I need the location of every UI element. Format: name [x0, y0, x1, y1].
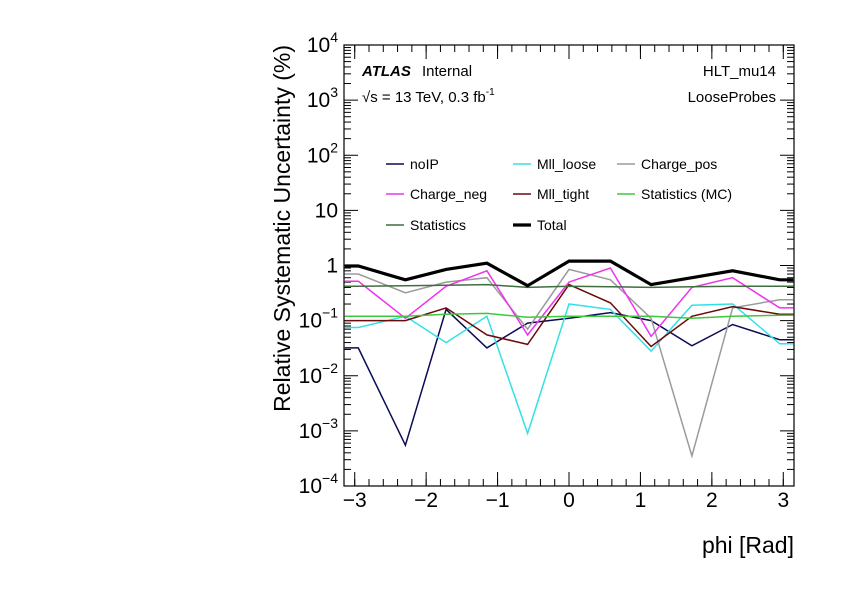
legend-label-noip: noIP: [410, 156, 439, 172]
series-line-mll-tight: [344, 283, 794, 348]
y-tick-label: 10: [315, 199, 338, 222]
legend-label-total: Total: [537, 217, 567, 233]
x-tick-label: 2: [706, 489, 718, 512]
x-tick-label: −3: [343, 489, 367, 512]
x-axis-title: phi [Rad]: [702, 532, 794, 558]
energy-exp: -1: [486, 87, 495, 98]
legend-label-mll-loose: Mll_loose: [537, 156, 596, 172]
y-tick-label: 10−1: [299, 305, 339, 333]
legend-label-charge-pos: Charge_pos: [641, 156, 717, 172]
x-tick-label: 1: [635, 489, 647, 512]
series-line-statistics: [344, 283, 794, 289]
trigger-label: HLT_mu14: [703, 63, 776, 80]
legend-label-charge-neg: Charge_neg: [410, 186, 487, 202]
legend: noIP Mll_loose Charge_pos Charge_neg Mll_tig…: [386, 156, 732, 233]
y-tick-label: 10−4: [299, 470, 339, 498]
y-tick-label: 10−3: [299, 415, 339, 443]
atlas-label: ATLAS: [361, 63, 411, 80]
y-tick-label: 102: [307, 139, 338, 167]
series-line-noip: [344, 308, 794, 448]
x-tick-label: 3: [777, 489, 789, 512]
axis-ticks: 10−4 10−3 10−2 10−1 1 10 102 103 104 −3 −2 −1 0 1 2 3: [299, 29, 794, 512]
series-line-mll-loose: [344, 303, 794, 436]
legend-label-statistics-mc: Statistics (MC): [641, 186, 732, 202]
series-line-charge-pos: [344, 268, 794, 459]
series-line-statistics-mc: [344, 312, 794, 320]
series-lines: [344, 259, 794, 459]
series-line-charge-neg: [344, 267, 794, 338]
x-tick-label: 0: [563, 489, 575, 512]
legend-label-mll-tight: Mll_tight: [537, 186, 589, 202]
probes-label: LooseProbes: [688, 89, 776, 106]
energy-sqrt-s: √s: [362, 89, 378, 106]
series-line-total: [344, 259, 794, 288]
energy-main: = 13 TeV, 0.3 fb: [378, 89, 486, 106]
energy-label: √s = 13 TeV, 0.3 fb-1: [362, 87, 495, 106]
x-tick-label: −1: [486, 489, 510, 512]
y-tick-label: 10−2: [299, 360, 339, 388]
x-tick-label: −2: [414, 489, 438, 512]
internal-label: Internal: [422, 63, 472, 80]
legend-label-statistics: Statistics: [410, 217, 466, 233]
y-tick-label: 104: [307, 29, 338, 57]
y-axis-title: Relative Systematic Uncertainty (%): [269, 45, 295, 412]
y-tick-label: 1: [326, 255, 338, 278]
y-tick-label: 103: [307, 84, 338, 112]
plot-frame: [343, 44, 795, 487]
